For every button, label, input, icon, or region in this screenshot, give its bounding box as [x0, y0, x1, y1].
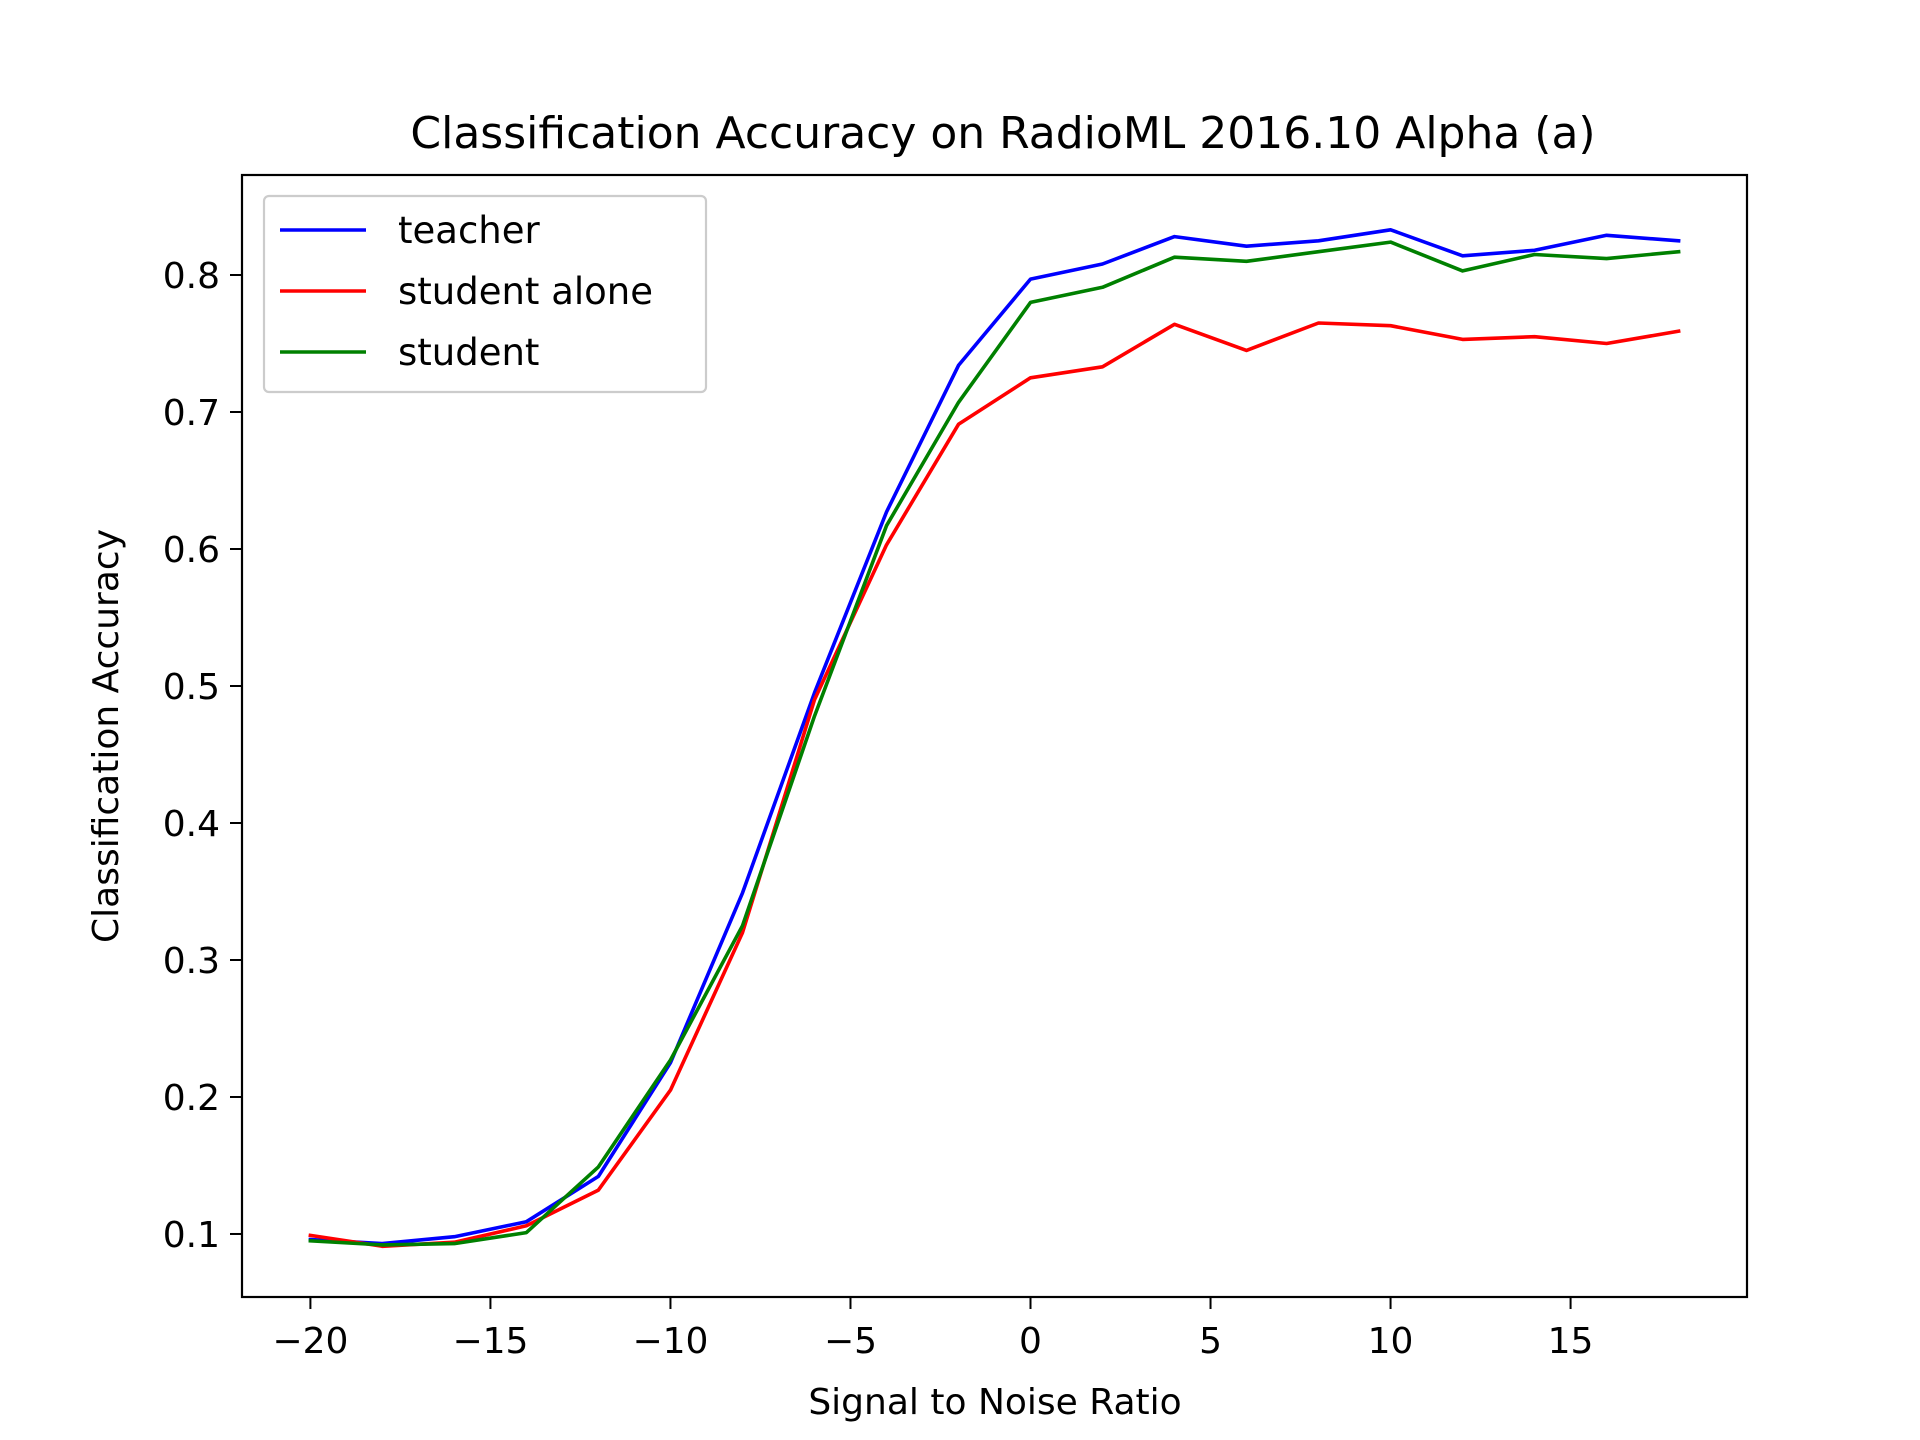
x-tick-label: −5 [824, 1321, 877, 1362]
x-tick-label: 15 [1548, 1321, 1594, 1362]
x-tick-label: −20 [272, 1321, 348, 1362]
chart-title: Classification Accuracy on RadioML 2016.… [410, 108, 1595, 159]
x-tick-label: −10 [632, 1321, 708, 1362]
x-tick-label: 0 [1019, 1321, 1042, 1362]
y-tick-label: 0.3 [163, 941, 220, 982]
legend-label: student [398, 331, 539, 374]
y-tick-label: 0.2 [163, 1078, 220, 1119]
y-tick-label: 0.1 [163, 1215, 220, 1256]
y-axis: 0.1 0.2 0.3 0.4 0.5 0.6 0.7 0.8 [163, 256, 242, 1256]
x-tick-label: 10 [1368, 1321, 1414, 1362]
legend-box [262, 194, 708, 394]
x-axis-label: Signal to Noise Ratio [808, 1382, 1181, 1423]
x-axis: −20 −15 −10 −5 0 5 10 15 [272, 1297, 1593, 1362]
legend-label: student alone [398, 270, 653, 313]
y-tick-label: 0.7 [163, 393, 220, 434]
y-tick-label: 0.4 [163, 804, 220, 845]
y-tick-label: 0.6 [163, 530, 220, 571]
series-line-student [308, 240, 1681, 1247]
x-tick-label: 5 [1199, 1321, 1222, 1362]
y-axis-label: Classification Accuracy [86, 529, 127, 943]
plot-area [240, 173, 1749, 1299]
legend: teacher student alone student [262, 194, 708, 394]
series-line-teacher [308, 228, 1681, 1246]
y-tick-label: 0.5 [163, 667, 220, 708]
series-lines [308, 228, 1681, 1249]
legend-label: teacher [398, 209, 541, 252]
y-tick-label: 0.8 [163, 256, 220, 297]
x-tick-label: −15 [452, 1321, 528, 1362]
